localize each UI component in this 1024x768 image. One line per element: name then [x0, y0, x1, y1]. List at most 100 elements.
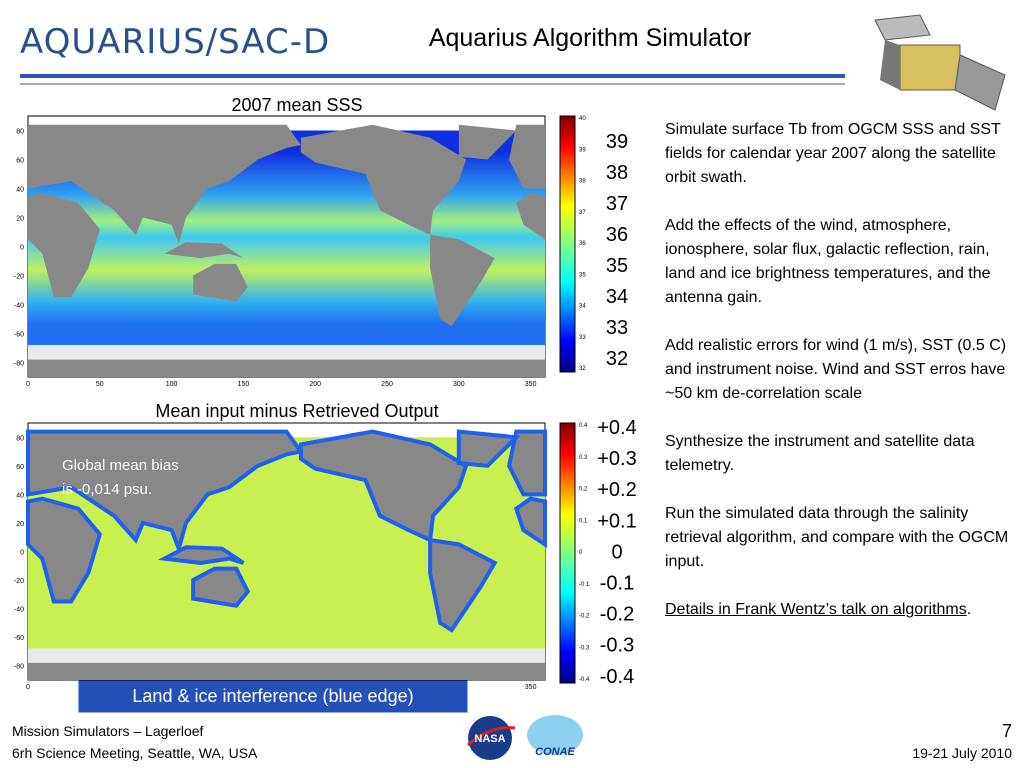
callout-text: Land & ice interference (blue edge)	[132, 686, 413, 706]
colorbar-label: 34	[606, 286, 628, 308]
x-tick-label: 250	[381, 381, 393, 388]
y-tick-label: 80	[16, 435, 24, 442]
ice	[28, 345, 545, 360]
colorbar-tick-label: 0.2	[579, 487, 588, 493]
land	[506, 429, 547, 497]
y-tick-label: 0	[20, 550, 24, 557]
land	[28, 124, 301, 244]
colorbar-tick-label: 0.1	[579, 518, 588, 524]
antarctica	[28, 359, 545, 377]
callout-box	[77, 679, 469, 714]
colorbar-tick-label: 37	[579, 210, 586, 216]
colorbar-label: 35	[606, 255, 628, 277]
paragraph: Synthesize the instrument and satellite …	[665, 433, 975, 474]
land	[193, 263, 248, 302]
x-tick-label: 50	[96, 381, 104, 388]
y-tick-label: 40	[16, 492, 24, 499]
x-tick-label: 100	[166, 381, 178, 388]
y-tick-label: -20	[14, 274, 24, 281]
colorbar-tick-label: -0.2	[579, 614, 590, 620]
map-title: Mean input minus Retrieved Output	[155, 401, 438, 421]
colorbar-tick-label: 0	[579, 550, 583, 556]
talk-link[interactable]: Details in Frank Wentz’s talk on algorit…	[665, 601, 967, 618]
land	[430, 234, 495, 327]
y-tick-label: 80	[16, 129, 24, 136]
map-annotation: Global mean bias is -0,014 psu.	[62, 457, 179, 498]
colorbar-tick-label: -0.1	[579, 582, 590, 588]
colorbar-tick-label: 36	[579, 241, 586, 247]
land	[26, 429, 305, 555]
footer-date: 19-21 July 2010	[912, 745, 1012, 761]
y-tick-label: 20	[16, 521, 24, 528]
body-text: Simulate surface Tb from OGCM SSS and SS…	[665, 118, 1015, 646]
land	[456, 429, 521, 468]
y-tick-label: 60	[16, 464, 24, 471]
paragraph: Details in Frank Wentz’s talk on algorit…	[665, 598, 1015, 622]
colorbar-label: 32	[606, 348, 628, 370]
colorbar-label: +0.3	[597, 448, 636, 470]
map-title: 2007 mean SSS	[231, 95, 362, 115]
annotation-line: Global mean bias	[62, 457, 179, 474]
colorbar-tick-label: 32	[579, 366, 586, 372]
land	[509, 124, 545, 189]
footer-right: 7 19-21 July 2010	[912, 720, 1012, 764]
land	[428, 537, 498, 633]
colorbar-label: +0.2	[597, 479, 636, 501]
x-tick-label: 0	[26, 381, 30, 388]
colorbar-label: 37	[606, 193, 628, 215]
colorbar-tick-label: 33	[579, 335, 586, 341]
colorbar-label: 39	[606, 131, 628, 153]
footer-left: Mission Simulators – Lagerloef 6rh Scien…	[12, 720, 257, 764]
colorbar-tick-label: 35	[579, 272, 586, 278]
land	[458, 124, 517, 160]
page-number: 7	[1001, 721, 1012, 741]
colorbar	[559, 422, 576, 684]
colorbar-label: +0.4	[597, 417, 636, 439]
colorbar-tick-label: 40	[579, 116, 586, 122]
footer-line: 6rh Science Meeting, Seattle, WA, USA	[12, 745, 258, 761]
colorbar-tick-label: -0.4	[579, 677, 590, 683]
x-tick-label: 350	[525, 381, 537, 388]
land	[164, 242, 244, 259]
y-tick-label: -60	[14, 332, 24, 339]
nasa-text: NASA	[474, 733, 505, 745]
antarctica	[28, 662, 545, 680]
colorbar-tick-label: 39	[579, 147, 586, 153]
paragraph: Add the effects of the wind, atmosphere,…	[665, 217, 991, 306]
colorbar-label: 33	[606, 317, 628, 339]
land	[26, 496, 103, 604]
colorbar-tick-label: 34	[579, 304, 586, 310]
colorbar-label: 36	[606, 224, 628, 246]
colorbar-label: +0.1	[597, 510, 636, 532]
land	[513, 496, 547, 549]
y-tick-label: -40	[14, 607, 24, 614]
colorbar-tick-label: -0.3	[579, 645, 590, 651]
land	[298, 429, 469, 544]
colorbar-tick-label: 0.4	[579, 423, 588, 429]
link-suffix: .	[966, 601, 972, 618]
y-tick-label: -20	[14, 578, 24, 585]
paragraph: Add realistic errors for wind (1 m/s), S…	[665, 337, 1007, 402]
land	[516, 192, 545, 240]
colorbar-label: -0.3	[600, 635, 634, 657]
x-tick-label: 300	[453, 381, 465, 388]
colorbar-label: -0.2	[600, 604, 634, 626]
y-tick-label: 20	[16, 216, 24, 223]
footer-line: Mission Simulators – Lagerloef	[12, 723, 204, 739]
x-tick-label: 200	[309, 381, 321, 388]
x-tick-label: 350	[525, 684, 537, 691]
paragraph: Simulate surface Tb from OGCM SSS and SS…	[665, 121, 1001, 186]
ice	[28, 648, 545, 663]
conae-logo	[527, 715, 583, 755]
colorbar-tick-label: 0.3	[579, 455, 588, 461]
y-tick-label: 0	[20, 245, 24, 252]
satellite-icon	[874, 14, 1006, 111]
colorbar-label: 38	[606, 162, 628, 184]
land	[28, 192, 100, 298]
colorbar-label: -0.1	[600, 573, 634, 595]
y-tick-label: -80	[14, 361, 24, 368]
y-tick-label: -80	[14, 664, 24, 671]
x-tick-label: 0	[26, 684, 30, 691]
